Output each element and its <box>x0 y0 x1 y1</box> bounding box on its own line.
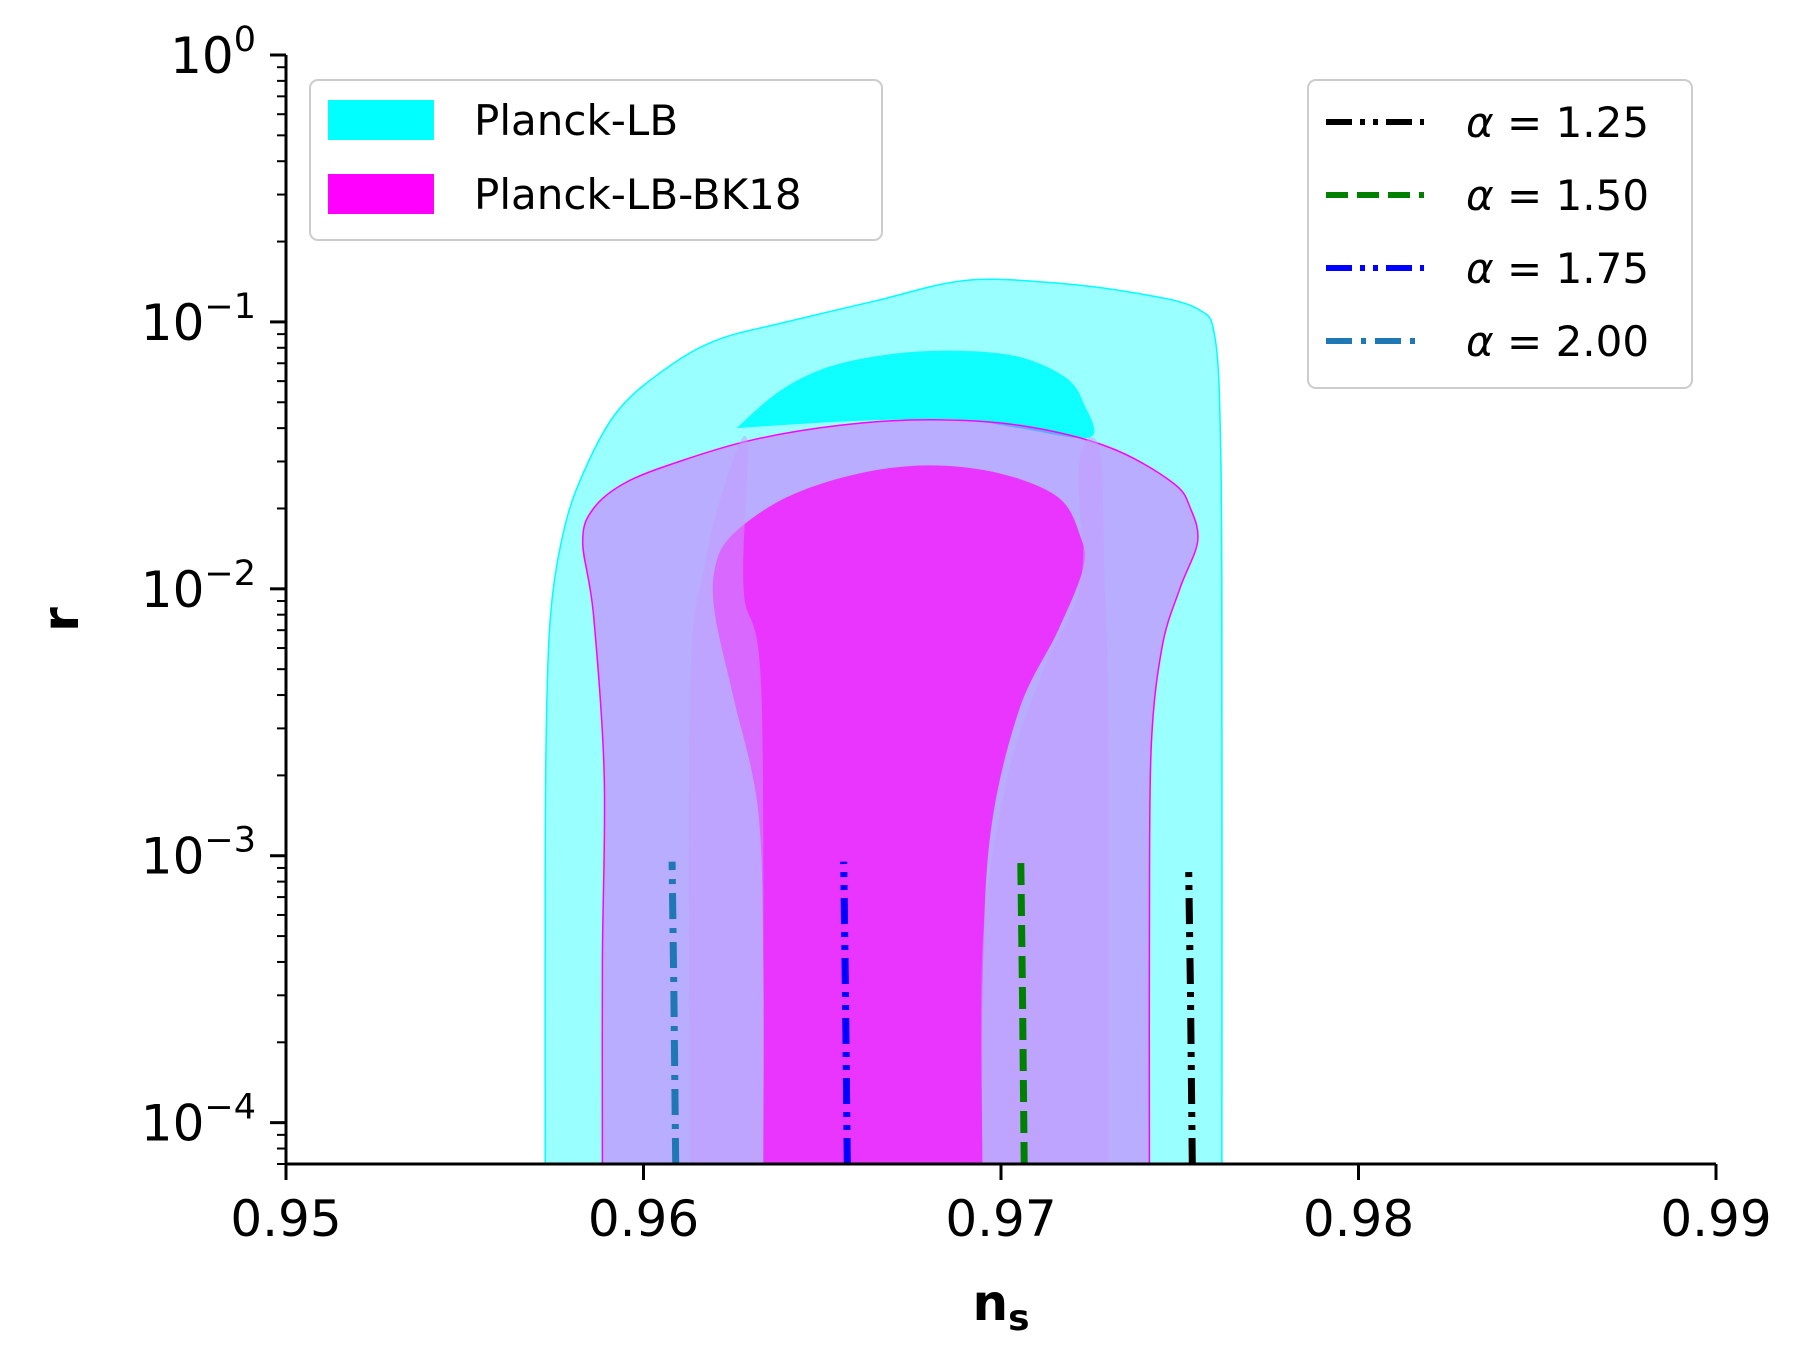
contour-planck-lb-68-1 <box>736 350 1095 439</box>
contours-layer <box>544 278 1223 1165</box>
series-layer <box>668 855 1196 1165</box>
series-line-alpha-200 <box>668 861 680 1165</box>
legend-label-alpha-150: α = 1.50 <box>1466 171 1649 220</box>
x-tick-label: 0.98 <box>1303 1190 1414 1248</box>
legend-label-alpha-200: α = 2.00 <box>1466 317 1649 366</box>
contour-planck-lb-bk18-68-3 <box>712 465 1085 1164</box>
y-tick-label: 100 <box>170 20 256 85</box>
legend-label-planck-lb-bk18: Planck-LB-BK18 <box>474 170 802 219</box>
legend-swatch-planck-lb <box>328 100 434 140</box>
axes-layer: 0.95 0.96 0.97 0.98 0.99 100 10−1 10−2 10−3 10−4 n… <box>32 20 1772 1339</box>
series-line-alpha-150 <box>1017 855 1028 1165</box>
y-tick-label: 10−3 <box>141 821 256 886</box>
legend-label-planck-lb: Planck-LB <box>474 96 678 145</box>
y-axis-title: r <box>32 607 90 632</box>
y-tick-label: 10−4 <box>141 1088 256 1153</box>
legend-right-box <box>1307 79 1693 389</box>
x-axis-title: ns <box>972 1274 1029 1339</box>
y-tick-label: 10−2 <box>141 554 256 619</box>
contour-overlap-overlap-4 <box>688 435 764 1164</box>
legend-layer: Planck-LB Planck-LB-BK18 α = 1.25 α = 1.50 α… <box>309 79 1693 389</box>
x-tick-label: 0.99 <box>1660 1190 1771 1248</box>
series-line-alpha-125 <box>1185 870 1196 1165</box>
legend-label-alpha-175: α = 1.75 <box>1466 244 1649 293</box>
legend-left-box <box>309 79 883 241</box>
legend-swatch-planck-lb-bk18 <box>328 174 434 214</box>
contour-overlap-overlap-5 <box>981 437 1109 1164</box>
legend-label-alpha-125: α = 1.25 <box>1466 98 1649 147</box>
y-tick-label: 10−1 <box>141 287 256 352</box>
series-line-alpha-175 <box>840 861 851 1165</box>
x-tick-label: 0.97 <box>945 1190 1056 1248</box>
x-tick-label: 0.96 <box>588 1190 699 1248</box>
x-tick-label: 0.95 <box>230 1190 341 1248</box>
